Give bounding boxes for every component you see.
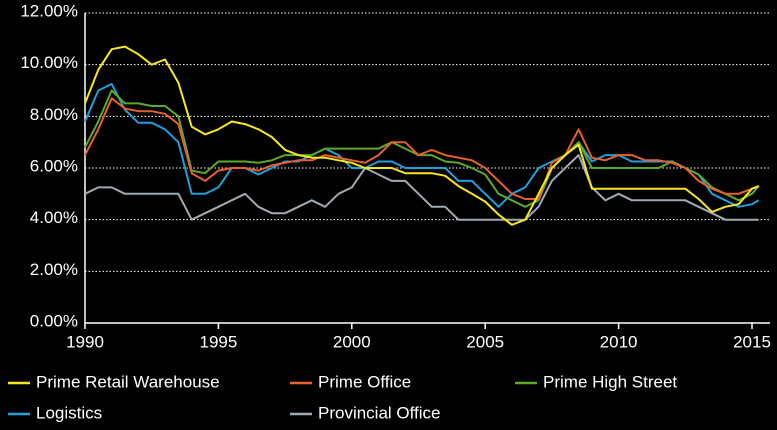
- legend-label: Prime High Street: [543, 372, 677, 391]
- legend-label: Provincial Office: [318, 403, 441, 422]
- y-tick-label: 6.00%: [30, 156, 78, 175]
- y-tick-label: 8.00%: [30, 105, 78, 124]
- legend-label: Logistics: [36, 403, 102, 422]
- x-tick-label: 2010: [600, 332, 638, 351]
- legend-label: Prime Retail Warehouse: [36, 372, 220, 391]
- series-line: [84, 83, 760, 208]
- y-tick-label: 0.00%: [30, 311, 78, 330]
- x-tick-label: 2000: [333, 332, 371, 351]
- x-tick-label: 2005: [466, 332, 504, 351]
- series-line: [84, 154, 759, 221]
- legend-label: Prime Office: [318, 372, 411, 391]
- y-tick-label: 10.00%: [20, 53, 78, 72]
- x-tick-label: 1990: [66, 332, 104, 351]
- y-tick-label: 12.00%: [20, 1, 78, 20]
- series-line: [84, 97, 760, 200]
- y-tick-label: 2.00%: [30, 260, 78, 279]
- series-line: [84, 45, 760, 226]
- series-line: [84, 89, 760, 208]
- y-tick-label: 4.00%: [30, 208, 78, 227]
- x-tick-label: 1995: [199, 332, 237, 351]
- x-tick-label: 2015: [733, 332, 771, 351]
